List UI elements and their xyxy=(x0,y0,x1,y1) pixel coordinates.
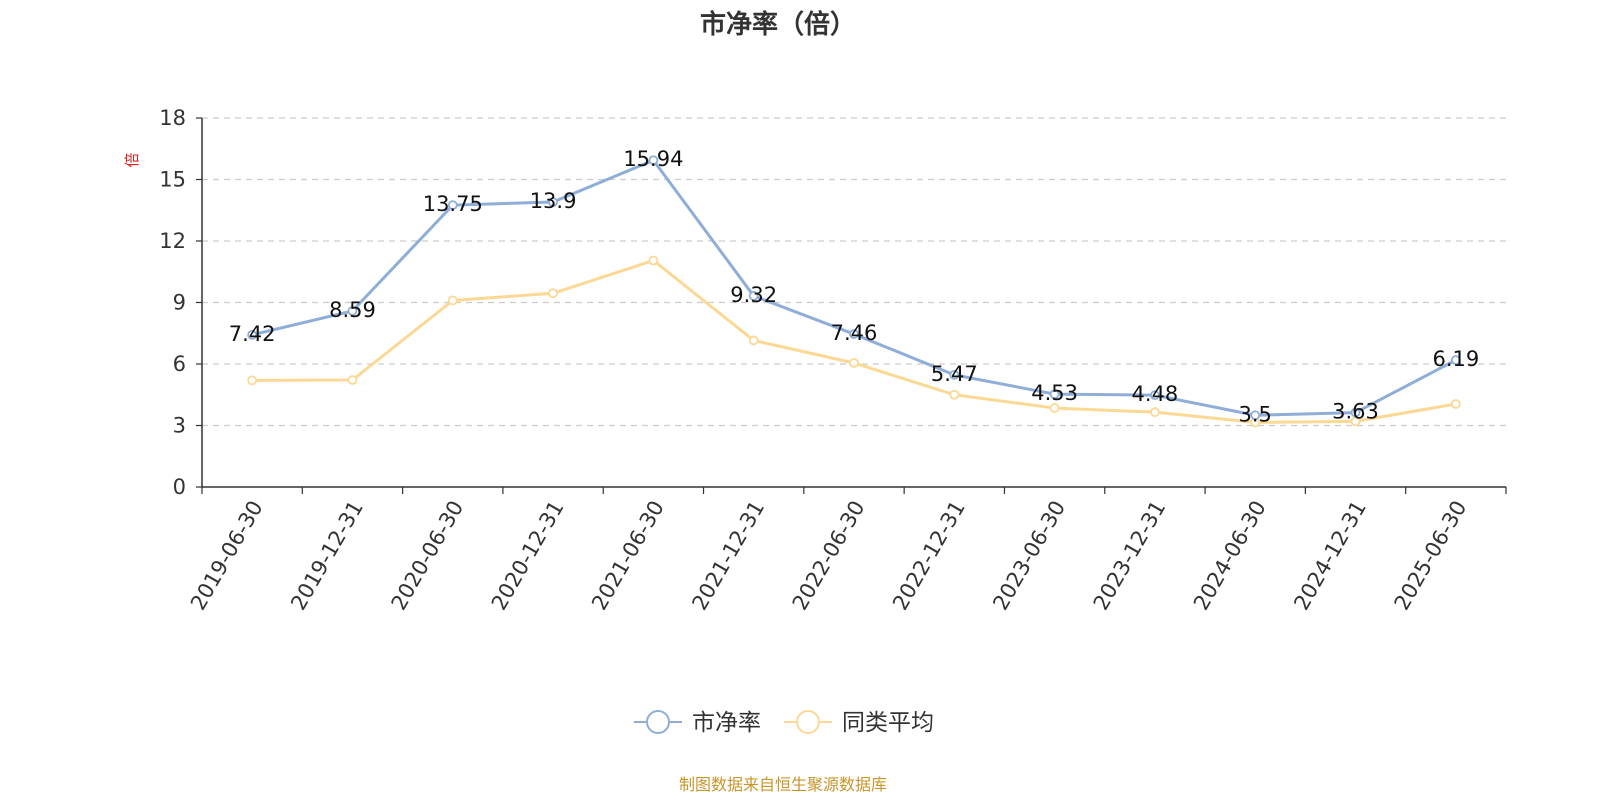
data-label: 3.5 xyxy=(1239,402,1272,426)
data-point[interactable] xyxy=(447,200,458,211)
x-tick-label: 2019-06-30 xyxy=(186,497,268,615)
data-point[interactable] xyxy=(548,197,558,207)
x-tick-label: 2021-12-31 xyxy=(687,497,769,615)
data-label: 6.19 xyxy=(1432,347,1479,371)
data-point[interactable] xyxy=(447,295,458,306)
data-point[interactable] xyxy=(849,329,859,339)
data-point[interactable] xyxy=(748,291,759,301)
data-point[interactable] xyxy=(1350,407,1361,418)
axes: 0 3 6 9 12 15 18 2019-06-30 2019-12-31 2020-06-30… xyxy=(159,106,1507,615)
x-tick-label: 2022-06-30 xyxy=(788,497,870,615)
data-point[interactable] xyxy=(347,375,358,385)
x-tick-label: 2023-12-31 xyxy=(1089,497,1171,615)
data-point[interactable] xyxy=(1250,410,1261,421)
y-tick-label: 18 xyxy=(159,106,186,130)
legend-item[interactable]: 市净率 xyxy=(634,710,761,736)
chart-title: 市净率（倍） xyxy=(700,9,856,40)
legend-label: 市净率 xyxy=(692,710,761,736)
data-point[interactable] xyxy=(1450,355,1461,366)
data-label: 13.9 xyxy=(530,189,577,213)
data-label: 8.59 xyxy=(329,298,376,322)
data-source-note: 制图数据来自恒生聚源数据库 xyxy=(679,775,887,794)
y-tick-label: 15 xyxy=(159,168,186,192)
data-point[interactable] xyxy=(1150,407,1160,418)
data-point[interactable] xyxy=(949,369,960,380)
y-tick-label: 3 xyxy=(173,414,186,438)
x-tick-label: 2024-06-30 xyxy=(1189,497,1271,615)
legend-marker-icon xyxy=(646,710,670,734)
data-point[interactable] xyxy=(548,288,558,299)
data-point[interactable] xyxy=(849,358,859,368)
x-tick-label: 2020-06-30 xyxy=(386,497,468,615)
data-point[interactable] xyxy=(347,306,358,316)
x-tick-label: 2020-12-31 xyxy=(487,497,569,615)
data-label: 3.63 xyxy=(1332,400,1379,424)
legend-marker-icon xyxy=(796,710,820,734)
data-point[interactable] xyxy=(648,155,659,166)
y-tick-label: 0 xyxy=(173,475,186,499)
legend-label: 同类平均 xyxy=(842,710,934,736)
data-label: 5.47 xyxy=(931,362,978,386)
data-point[interactable] xyxy=(648,255,659,266)
y-tick-label: 12 xyxy=(159,229,186,253)
data-point[interactable] xyxy=(949,389,960,400)
data-label: 7.42 xyxy=(229,322,276,346)
grid-lines xyxy=(202,117,1506,427)
series-lines xyxy=(247,155,1461,428)
y-tick-label: 6 xyxy=(173,352,186,376)
x-tick-label: 2021-06-30 xyxy=(587,497,669,615)
y-axis-unit-label: 倍 xyxy=(123,152,141,167)
data-label: 7.46 xyxy=(831,321,878,345)
legend[interactable]: 市净率 同类平均 xyxy=(634,710,934,736)
data-point[interactable] xyxy=(748,335,759,346)
data-labels: 7.42 8.59 13.75 13.9 15.94 9.32 7.46 5.47 4.53 4.… xyxy=(229,147,1479,426)
x-tick-label: 2023-06-30 xyxy=(988,497,1070,615)
data-point[interactable] xyxy=(1150,390,1160,401)
data-point[interactable] xyxy=(247,375,258,386)
x-tick-label: 2019-12-31 xyxy=(286,497,368,615)
data-point[interactable] xyxy=(1450,399,1461,409)
data-point[interactable] xyxy=(247,329,258,340)
x-tick-label: 2025-06-30 xyxy=(1390,497,1472,615)
data-label: 4.53 xyxy=(1031,381,1078,405)
data-label: 13.75 xyxy=(423,192,483,216)
x-tick-label: 2022-12-31 xyxy=(888,496,970,614)
data-label: 15.94 xyxy=(623,147,683,171)
legend-item[interactable]: 同类平均 xyxy=(784,710,934,736)
data-point[interactable] xyxy=(1049,389,1060,400)
x-tick-label: 2024-12-31 xyxy=(1289,497,1371,615)
data-point[interactable] xyxy=(1049,403,1060,413)
data-label: 4.48 xyxy=(1132,382,1179,406)
data-label: 9.32 xyxy=(730,283,777,307)
y-tick-label: 9 xyxy=(173,291,186,315)
